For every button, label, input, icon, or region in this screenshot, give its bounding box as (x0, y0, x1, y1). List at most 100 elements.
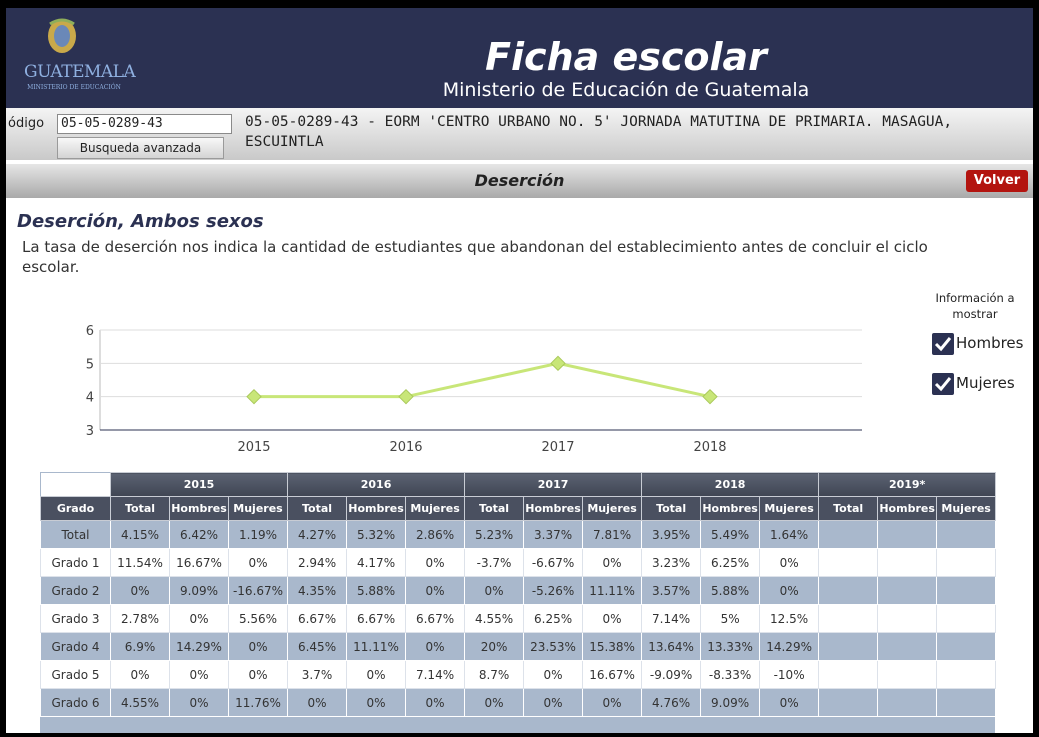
data-cell: 0% (110, 660, 170, 689)
data-row: Grado 3 2.78% 0% 5.56% 6.67% 6.67% 6.67% 4.55% 6… (40, 604, 997, 633)
data-table: 2015 2016 2017 2018 2019* Grado Total Hombres Mu… (40, 472, 997, 717)
y-tick-label: 5 (86, 357, 94, 372)
data-cell: 13.64% (641, 632, 702, 661)
column-header: Total (641, 496, 702, 521)
column-header: Hombres (346, 496, 407, 521)
column-header-row: Grado Total Hombres Mujeres Total Hombres Muje… (40, 496, 997, 521)
data-cell: 7.14% (641, 604, 702, 633)
column-header: Hombres (523, 496, 584, 521)
data-cell: 3.23% (641, 548, 702, 577)
data-cell: 23.53% (523, 632, 584, 661)
data-cell (936, 688, 997, 717)
data-cell (877, 548, 938, 577)
data-cell: -10% (759, 660, 820, 689)
back-button[interactable]: Volver (966, 170, 1028, 192)
x-tick-label: 2017 (541, 440, 574, 455)
data-cell: -6.67% (523, 548, 584, 577)
data-cell: 4.15% (110, 520, 170, 549)
data-cell: -9.09% (641, 660, 702, 689)
data-cell: 0% (110, 576, 170, 605)
data-cell: 6.45% (287, 632, 348, 661)
data-cell: 4.17% (346, 548, 407, 577)
section-bar: Deserción Volver (6, 164, 1033, 198)
column-header: Hombres (877, 496, 938, 521)
column-header: Hombres (700, 496, 761, 521)
column-header: Total (464, 496, 525, 521)
data-cell: 15.38% (582, 632, 643, 661)
y-tick-label: 4 (86, 391, 94, 406)
year-header: 2019* (818, 472, 997, 497)
checkbox-label: Mujeres (956, 374, 1015, 392)
data-cell: 5.32% (346, 520, 407, 549)
column-header: Total (818, 496, 879, 521)
data-cell: 11.11% (346, 632, 407, 661)
data-cell: 0% (346, 688, 407, 717)
data-cell: 0% (169, 604, 229, 633)
data-cell: 0% (227, 548, 289, 577)
row-label: Grado 5 (40, 660, 111, 689)
row-label: Total (40, 520, 111, 549)
x-tick-label: 2016 (389, 440, 422, 455)
data-cell: 5.49% (700, 520, 761, 549)
data-point (398, 388, 414, 405)
data-point (246, 388, 262, 405)
x-tick-label: 2018 (693, 440, 726, 455)
data-cell (877, 520, 938, 549)
data-cell (936, 576, 997, 605)
column-header: Mujeres (936, 496, 997, 521)
legend-title: Información a mostrar (935, 291, 1015, 321)
data-cell (877, 604, 938, 633)
data-cell: 9.09% (700, 688, 761, 717)
row-label: Grado 6 (40, 688, 111, 717)
data-cell: 9.09% (169, 576, 229, 605)
data-cell: 2.86% (405, 520, 466, 549)
column-header: Mujeres (582, 496, 643, 521)
data-cell: 5% (700, 604, 761, 633)
data-cell (818, 576, 879, 605)
data-cell: 0% (582, 688, 643, 717)
data-cell: 20% (464, 632, 525, 661)
x-tick-label: 2015 (237, 440, 270, 455)
data-cell: 0% (287, 688, 348, 717)
advanced-search-button[interactable]: Busqueda avanzada (57, 137, 224, 159)
data-cell: 1.64% (759, 520, 820, 549)
data-cell: 0% (405, 548, 466, 577)
data-cell: 7.14% (405, 660, 466, 689)
data-cell: 0% (582, 604, 643, 633)
data-cell: 0% (759, 576, 820, 605)
data-row: Grado 2 0% 9.09% -16.67% 4.35% 5.88% 0% 0% -5.26… (40, 576, 997, 605)
data-cell (877, 576, 938, 605)
chart: 3 4 5 6 2015 2016 2017 2018 (86, 324, 862, 455)
data-cell: 13.33% (700, 632, 761, 661)
school-name: 05-05-0289-43 - EORM 'CENTRO URBANO NO. … (245, 114, 953, 150)
checkbox[interactable] (932, 333, 954, 355)
data-row: Grado 6 4.55% 0% 11.76% 0% 0% 0% 0% 0% 0% 4.76% 9.0… (40, 688, 997, 717)
data-cell: 4.27% (287, 520, 348, 549)
data-cell: 0% (523, 688, 584, 717)
year-header: 2016 (287, 472, 466, 497)
data-cell: 3.57% (641, 576, 702, 605)
checkbox[interactable] (932, 373, 954, 395)
check-mark (934, 377, 952, 392)
data-row: Grado 1 11.54% 16.67% 0% 2.94% 4.17% 0% -3.7% -6… (40, 548, 997, 577)
data-cell: 6.42% (169, 520, 229, 549)
data-cell (936, 632, 997, 661)
data-cell: 2.78% (110, 604, 170, 633)
code-input[interactable]: 05-05-0289-43 (57, 114, 232, 134)
year-header: 2018 (641, 472, 820, 497)
data-cell: 11.76% (227, 688, 289, 717)
data-line (254, 361, 711, 399)
data-cell: 0% (227, 660, 289, 689)
data-cell: 11.54% (110, 548, 170, 577)
data-cell (936, 520, 997, 549)
data-cell: -8.33% (700, 660, 761, 689)
logo-emblem (48, 18, 76, 53)
search-bar: ódigo 05-05-0289-43 Busqueda avanzada 05… (6, 108, 1033, 160)
data-cell: 12.5% (759, 604, 820, 633)
empty-header (40, 472, 111, 497)
data-cell: 4.55% (464, 604, 525, 633)
column-header: Mujeres (759, 496, 820, 521)
data-cell: 6.9% (110, 632, 170, 661)
data-cell: 8.7% (464, 660, 525, 689)
